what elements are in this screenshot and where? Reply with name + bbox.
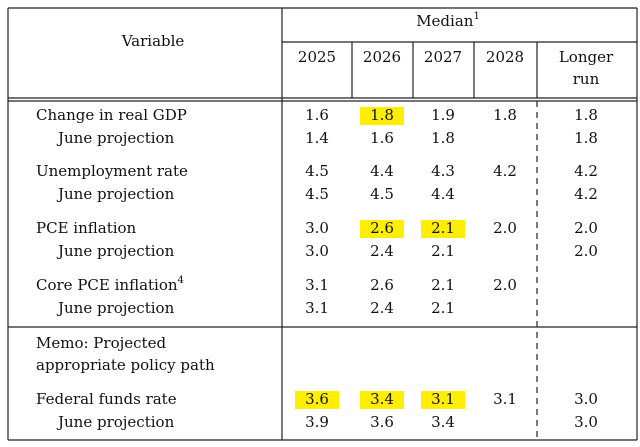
header-text: Median [416,12,474,30]
row-label: June projection [56,129,175,147]
cell-value: 2.6 [370,276,394,294]
cell-value: 4.4 [431,185,455,203]
highlight [295,391,339,409]
row-label-text: PCE inflation [36,219,137,237]
cell-value: 2.0 [574,242,598,260]
row-label: June projection [56,242,175,260]
cell-value: 3.1 [431,390,455,408]
column-header: run [573,70,600,88]
row-label: June projection [56,299,175,317]
cell-value: 4.5 [370,185,394,203]
cell-value: 2.0 [493,219,517,237]
cell-value: 3.0 [574,413,598,431]
cell-value: 1.8 [370,106,394,124]
highlight [360,391,404,409]
row-label-text: Core PCE inflation [36,276,178,294]
cell-value: 3.6 [370,413,394,431]
cell-value: 3.1 [305,299,329,317]
column-header: 2025 [298,48,336,66]
cell-value: 2.1 [431,276,455,294]
cell-value: 2.4 [370,242,394,260]
row-label-text: Unemployment rate [36,162,188,180]
highlight [421,220,465,238]
row-label-text: June projection [56,299,175,317]
footnote-mark: 1 [473,11,479,22]
highlight [421,391,465,409]
cell-value: 2.1 [431,242,455,260]
cell-value: 4.2 [493,162,517,180]
cell-value: 1.8 [574,129,598,147]
row-label-text: Federal funds rate [36,390,177,408]
footnote-mark: 4 [178,275,184,286]
cell-value: 4.2 [574,185,598,203]
cell-value: 1.4 [305,129,329,147]
cell-value: 2.6 [370,219,394,237]
cell-value: 1.8 [493,106,517,124]
row-label: Federal funds rate [36,390,177,408]
cell-value: 2.0 [493,276,517,294]
row-label: Change in real GDP [36,106,187,124]
cell-value: 1.6 [370,129,394,147]
cell-value: 2.1 [431,219,455,237]
row-label: June projection [56,185,175,203]
row-label-text: June projection [56,242,175,260]
row-label: PCE inflation [36,219,137,237]
row-label: Unemployment rate [36,162,188,180]
row-label-text: June projection [56,129,175,147]
cell-value: 3.6 [305,390,329,408]
cell-value: 4.5 [305,185,329,203]
cell-value: 3.1 [493,390,517,408]
cell-value: 3.9 [305,413,329,431]
column-header: Variable [121,32,185,50]
cell-value: 3.4 [370,390,394,408]
cell-value: 1.6 [305,106,329,124]
row-label-text: Change in real GDP [36,106,187,124]
cell-value: 3.0 [305,242,329,260]
cell-value: 1.8 [431,129,455,147]
column-header: 2026 [363,48,401,66]
column-header: 2027 [424,48,462,66]
cell-value: 4.5 [305,162,329,180]
highlight [360,220,404,238]
cell-value: 1.8 [574,106,598,124]
row-label: Core PCE inflation4 [36,275,184,295]
row-label-text: June projection [56,413,175,431]
column-header: 2028 [486,48,524,66]
cell-value: 1.9 [431,106,455,124]
cell-value: 3.0 [574,390,598,408]
column-header: Longer [559,48,614,66]
cell-value: 3.1 [305,276,329,294]
cell-value: 2.1 [431,299,455,317]
highlight [360,107,404,125]
cell-value: 3.4 [431,413,455,431]
memo-text: Memo: Projected [36,334,166,352]
cell-value: 4.3 [431,162,455,180]
cell-value: 2.4 [370,299,394,317]
cell-value: 4.4 [370,162,394,180]
row-label: June projection [56,413,175,431]
memo-text: appropriate policy path [36,356,215,374]
cell-value: 2.0 [574,219,598,237]
cell-value: 4.2 [574,162,598,180]
row-label-text: June projection [56,185,175,203]
column-group-header: Median1 [416,11,480,31]
cell-value: 3.0 [305,219,329,237]
